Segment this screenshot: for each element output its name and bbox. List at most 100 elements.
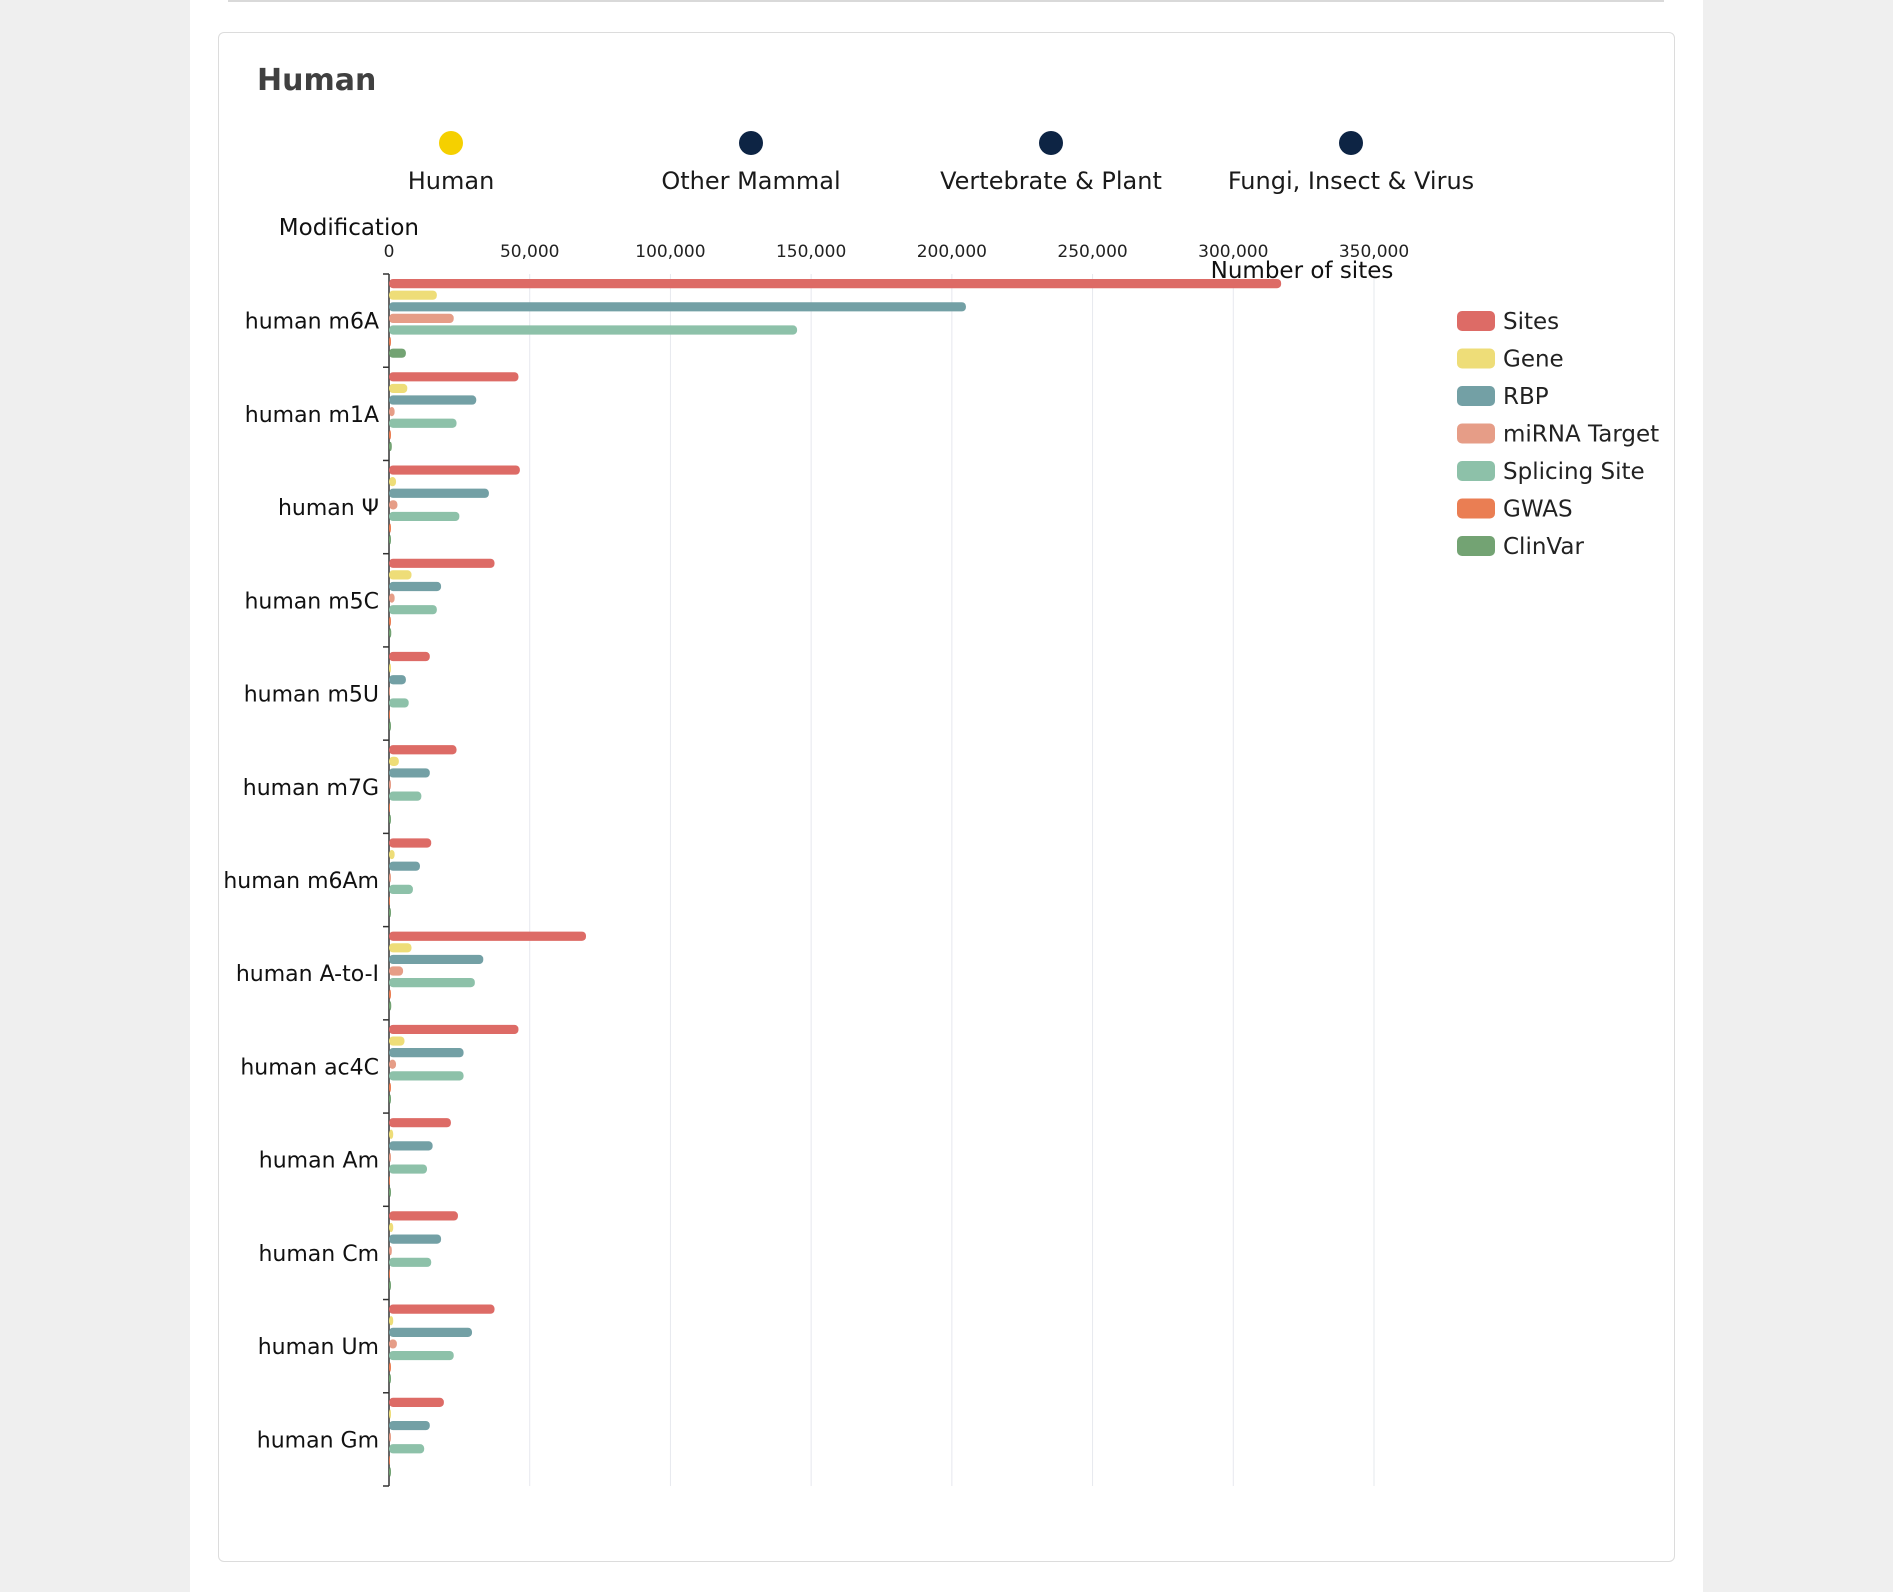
x-tick-label: 50,000 bbox=[500, 242, 559, 262]
bar-sites bbox=[389, 1118, 451, 1128]
bar-gene bbox=[389, 290, 437, 300]
legend-swatch[interactable] bbox=[1457, 498, 1495, 519]
bar-splicing-site bbox=[389, 1071, 464, 1081]
legend-label[interactable]: Splicing Site bbox=[1503, 459, 1645, 485]
bar-mirna-target bbox=[389, 686, 390, 696]
category-label: human m1A bbox=[245, 403, 379, 428]
bar-rbp bbox=[389, 1048, 464, 1058]
bar-gwas bbox=[389, 523, 391, 533]
legend-label[interactable]: RBP bbox=[1503, 384, 1549, 410]
bar-gene bbox=[389, 383, 408, 394]
timeline-item-fungi-insect-virus[interactable]: Fungi, Insect & Virus bbox=[1221, 123, 1481, 195]
bar-gene bbox=[389, 1316, 394, 1326]
timeline-item-other-mammal[interactable]: Other Mammal bbox=[621, 123, 881, 195]
bar-rbp bbox=[389, 1420, 430, 1431]
bar-mirna-target bbox=[389, 500, 398, 510]
bar-gene bbox=[389, 849, 395, 860]
bar-gwas bbox=[389, 430, 391, 440]
bar-clinvar bbox=[389, 1280, 391, 1291]
timeline-dot[interactable] bbox=[739, 131, 763, 155]
bar-rbp bbox=[389, 954, 484, 965]
bar-splicing-site bbox=[389, 1257, 432, 1267]
bar-clinvar bbox=[389, 1467, 391, 1477]
legend-label[interactable]: Gene bbox=[1503, 347, 1564, 373]
legend-label[interactable]: ClinVar bbox=[1503, 534, 1584, 560]
bar-sites bbox=[389, 931, 586, 941]
card-title: Human bbox=[257, 63, 377, 98]
bar-clinvar bbox=[389, 441, 392, 452]
category-label: human m6A bbox=[245, 310, 379, 335]
bar-gwas bbox=[389, 616, 391, 626]
bar-gene bbox=[389, 1409, 391, 1419]
bar-mirna-target bbox=[389, 1152, 391, 1163]
legend-swatch[interactable] bbox=[1457, 423, 1495, 444]
bar-clinvar bbox=[389, 907, 391, 918]
bar-clinvar bbox=[389, 721, 391, 731]
chart-card: Human Human Other Mammal Vertebrate & Plan… bbox=[218, 32, 1675, 1562]
bar-gwas bbox=[389, 1269, 390, 1279]
x-tick-label: 200,000 bbox=[917, 242, 987, 262]
bar-sites bbox=[389, 651, 430, 662]
bar-gene bbox=[389, 1222, 394, 1233]
bar-splicing-site bbox=[389, 511, 460, 522]
bar-gwas bbox=[389, 896, 390, 906]
bar-rbp bbox=[389, 768, 430, 778]
bar-splicing-site bbox=[389, 418, 457, 428]
legend-swatch[interactable] bbox=[1457, 536, 1495, 556]
bar-sites bbox=[389, 558, 495, 568]
bar-splicing-site bbox=[389, 698, 409, 708]
bar-gwas bbox=[389, 989, 391, 999]
bar-mirna-target bbox=[389, 593, 395, 603]
bar-splicing-site bbox=[389, 1164, 427, 1174]
bar-mirna-target bbox=[389, 966, 404, 976]
legend-swatch[interactable] bbox=[1457, 311, 1495, 331]
timeline-dot[interactable] bbox=[439, 131, 463, 155]
legend-label[interactable]: GWAS bbox=[1503, 497, 1573, 523]
bar-gene bbox=[389, 663, 391, 673]
bar-mirna-target bbox=[389, 407, 395, 417]
category-label: human Ψ bbox=[278, 496, 379, 521]
bar-gene bbox=[389, 756, 399, 766]
legend-label[interactable]: Sites bbox=[1503, 309, 1559, 335]
legend-swatch[interactable] bbox=[1457, 461, 1495, 481]
bar-sites bbox=[389, 465, 520, 475]
bar-splicing-site bbox=[389, 325, 798, 335]
legend-swatch[interactable] bbox=[1457, 386, 1495, 406]
timeline-item-vertebrate-plant[interactable]: Vertebrate & Plant bbox=[921, 123, 1181, 195]
bar-clinvar bbox=[389, 814, 391, 824]
bar-gwas bbox=[389, 1176, 390, 1186]
category-label: human m5C bbox=[244, 589, 379, 614]
bar-rbp bbox=[389, 1327, 473, 1337]
legend-label[interactable]: miRNA Target bbox=[1503, 422, 1659, 448]
bar-gene bbox=[389, 1129, 394, 1139]
page-content: Human Human Other Mammal Vertebrate & Plan… bbox=[190, 0, 1703, 1592]
bar-gwas bbox=[389, 803, 390, 813]
timeline-item-human[interactable]: Human bbox=[321, 123, 581, 195]
legend-swatch[interactable] bbox=[1457, 348, 1495, 369]
timeline-dot[interactable] bbox=[1039, 131, 1063, 155]
bar-rbp bbox=[389, 1234, 442, 1244]
bar-chart: 0 50,000 100,000 150,000 200,000 250,000 300,0… bbox=[223, 215, 1659, 1487]
category-label: human Gm bbox=[257, 1428, 379, 1453]
category-label: human Am bbox=[259, 1149, 379, 1174]
category-label: human ac4C bbox=[240, 1055, 379, 1080]
bar-rbp bbox=[389, 861, 420, 871]
x-tick-label: 0 bbox=[384, 242, 395, 262]
bar-rbp bbox=[389, 1141, 433, 1151]
bar-mirna-target bbox=[389, 779, 391, 790]
bar-gwas bbox=[389, 1362, 391, 1372]
bar-sites bbox=[389, 372, 519, 382]
bar-clinvar bbox=[389, 348, 406, 358]
timeline-label: Other Mammal bbox=[661, 167, 841, 195]
category-label: human Cm bbox=[258, 1242, 379, 1267]
bar-clinvar bbox=[389, 1094, 391, 1104]
bar-rbp bbox=[389, 302, 966, 312]
bar-gwas bbox=[389, 1082, 391, 1093]
category-label: human m5U bbox=[244, 683, 379, 708]
species-timeline: Human Other Mammal Vertebrate & Plant Fungi… bbox=[219, 123, 1674, 223]
x-tick-label: 300,000 bbox=[1198, 242, 1268, 262]
bar-rbp bbox=[389, 581, 442, 592]
timeline-dot[interactable] bbox=[1339, 131, 1363, 155]
bar-clinvar bbox=[389, 1187, 391, 1197]
x-tick-label: 100,000 bbox=[635, 242, 705, 262]
